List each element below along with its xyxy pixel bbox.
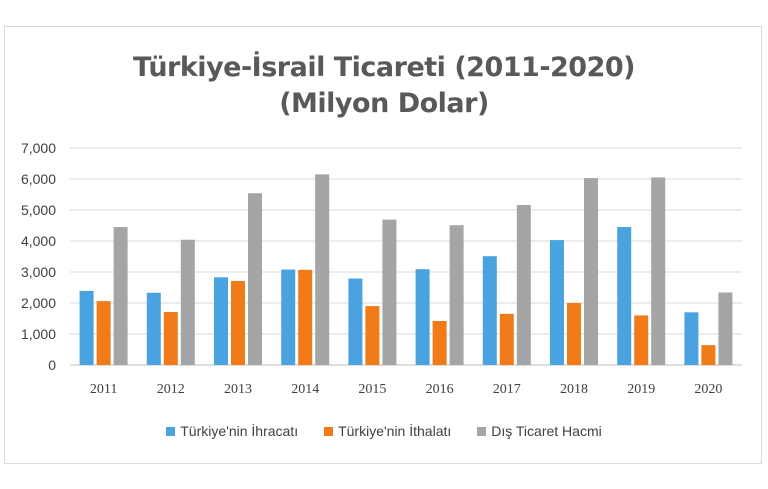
bar-2014-series-3 bbox=[315, 174, 330, 365]
bar-2017-series-2 bbox=[499, 313, 514, 365]
bar-2019-series-2 bbox=[634, 315, 649, 365]
bar-2013-series-1 bbox=[214, 277, 228, 365]
chart-legend: Türkiye'nin İhracatı Türkiye'nin İthalatı… bbox=[0, 423, 768, 439]
legend-swatch bbox=[477, 426, 487, 436]
bar-2018-series-2 bbox=[567, 303, 581, 365]
x-tick-label: 2015 bbox=[358, 382, 386, 397]
chart-title: Türkiye-İsrail Ticareti (2011-2020) bbox=[132, 52, 636, 83]
bar-2018-series-3 bbox=[584, 178, 598, 365]
bar-2015-series-1 bbox=[348, 278, 363, 365]
bar-2020-series-2 bbox=[701, 345, 716, 365]
y-tick-label: 6,000 bbox=[21, 171, 56, 187]
x-tick-label: 2013 bbox=[224, 382, 252, 397]
x-tick-label: 2017 bbox=[493, 382, 521, 397]
bar-2011-series-1 bbox=[79, 290, 94, 365]
y-tick-label: 3,000 bbox=[21, 264, 56, 280]
x-tick-label: 2016 bbox=[426, 382, 454, 397]
bar-2013-series-2 bbox=[231, 280, 245, 365]
legend-label: Türkiye'nin İhracatı bbox=[180, 423, 299, 439]
x-tick-label: 2014 bbox=[291, 382, 319, 397]
y-tick-label: 1,000 bbox=[21, 326, 56, 342]
chart-subtitle: (Milyon Dolar) bbox=[279, 88, 489, 119]
x-tick-label: 2018 bbox=[560, 382, 588, 397]
bar-2015-series-3 bbox=[382, 219, 397, 365]
legend-item: Türkiye'nin İthalatı bbox=[324, 423, 451, 439]
bar-2015-series-2 bbox=[365, 306, 380, 365]
bar-2016-series-2 bbox=[432, 320, 447, 365]
legend-item: Türkiye'nin İhracatı bbox=[166, 423, 298, 439]
bar-2011-series-3 bbox=[113, 227, 128, 365]
bar-2014-series-1 bbox=[281, 269, 296, 365]
y-tick-label: 2,000 bbox=[21, 295, 56, 311]
y-tick-label: 0 bbox=[48, 357, 56, 373]
x-tick-label: 2019 bbox=[627, 382, 655, 397]
legend-item: Dış Ticaret Hacmi bbox=[477, 423, 602, 439]
bar-2020-series-1 bbox=[684, 312, 699, 365]
x-tick-label: 2020 bbox=[694, 382, 722, 397]
x-tick-label: 2012 bbox=[157, 382, 185, 397]
bar-2019-series-3 bbox=[651, 177, 666, 365]
bar-2017-series-1 bbox=[482, 256, 497, 365]
bar-2019-series-1 bbox=[617, 227, 632, 365]
y-tick-label: 7,000 bbox=[21, 140, 56, 156]
legend-label: Dış Ticaret Hacmi bbox=[491, 423, 602, 439]
bar-2013-series-3 bbox=[248, 193, 262, 365]
bar-2016-series-3 bbox=[449, 225, 464, 365]
bar-2014-series-2 bbox=[298, 269, 313, 365]
bar-2012-series-3 bbox=[180, 239, 195, 365]
y-tick-label: 4,000 bbox=[21, 233, 56, 249]
legend-label: Türkiye'nin İthalatı bbox=[338, 423, 452, 439]
legend-swatch bbox=[166, 426, 176, 436]
bar-2020-series-3 bbox=[718, 292, 733, 365]
bar-2011-series-2 bbox=[96, 301, 111, 365]
bar-2018-series-1 bbox=[550, 240, 564, 365]
y-tick-label: 5,000 bbox=[21, 202, 56, 218]
bar-2017-series-3 bbox=[516, 205, 531, 365]
bar-2016-series-1 bbox=[415, 269, 430, 365]
legend-swatch bbox=[324, 426, 334, 436]
bar-2012-series-2 bbox=[163, 311, 178, 365]
bar-2012-series-1 bbox=[146, 292, 161, 365]
x-tick-label: 2011 bbox=[90, 382, 117, 397]
